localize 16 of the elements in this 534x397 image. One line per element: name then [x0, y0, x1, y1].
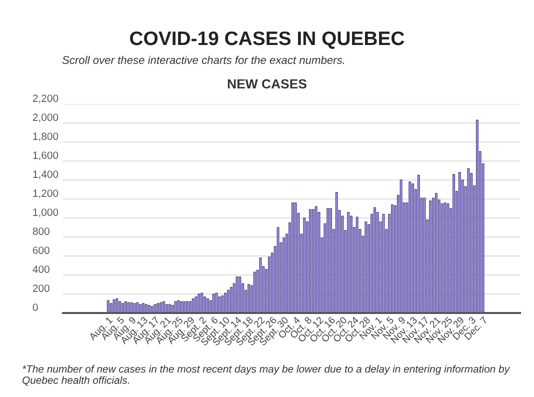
y-tick-label: 1,200	[33, 190, 58, 198]
y-tick-label: 1,800	[33, 132, 58, 142]
text: NEW CASES	[228, 79, 306, 89]
y-tick-label: 800	[32, 228, 50, 235]
y-tick-label: 200	[32, 284, 50, 292]
chart-subtitle: Scroll over these interactive charts for the exact numbers.	[62, 56, 344, 64]
y-tick-label: 400	[32, 266, 50, 273]
chart-title: COVID-19 CASES IN QUEBEC	[130, 31, 404, 49]
y-tick-label: 1,400	[33, 170, 58, 180]
y-tick-label: 0	[32, 304, 38, 311]
y-tick-label: 1,000	[33, 208, 58, 218]
y-tick-label: 2,200	[32, 94, 58, 104]
text: *The number of new cases in the most recent days may be lower due to a delay in entering information by Quebec health officials.	[22, 365, 510, 386]
y-tick-label: 1,600	[33, 152, 58, 160]
y-tick-label: 2,000	[32, 114, 58, 122]
y-tick-label: 600	[32, 246, 50, 254]
